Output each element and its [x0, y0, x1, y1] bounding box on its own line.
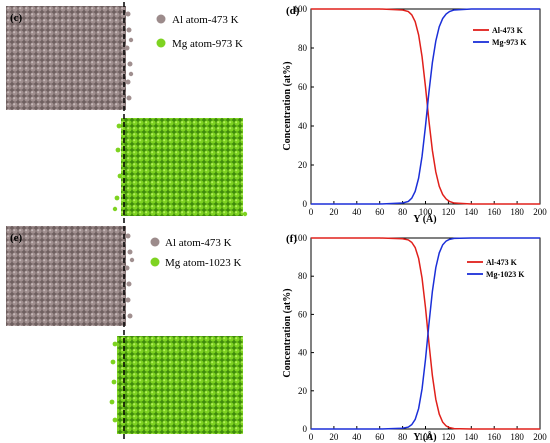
chart-d-ytick-label: 40	[298, 121, 308, 131]
chart-d-series-line-mg	[311, 8, 540, 205]
panel-c: (c) Al atom-473 K Mg atom-973 K	[6, 6, 248, 217]
chart-f-xtick-label: 200	[533, 432, 547, 442]
mg-edge-atoms-c	[112, 123, 248, 217]
chart-d-ytick-label: 100	[294, 4, 308, 14]
chart-f-legend-label: Mg-1023 K	[486, 270, 525, 279]
chart-f-xtick-label: 120	[442, 432, 456, 442]
chart-f-ytick-label: 80	[298, 271, 308, 281]
chart-f-xtick-label: 80	[398, 432, 408, 442]
chart-d-xtick-label: 80	[398, 207, 408, 217]
legend-e: Al atom-473 K Mg atom-1023 K	[150, 237, 241, 269]
legend-al-marker-c	[156, 14, 166, 24]
chart-d-xtick-label: 160	[487, 207, 501, 217]
chart-d-xtick-label: 0	[309, 207, 314, 217]
chart-d-legend-label: Mg-973 K	[492, 38, 527, 47]
chart-f-legend-label: Al-473 K	[486, 258, 518, 267]
chart-d-ylabel: Concentration (at%)	[282, 61, 293, 150]
chart-f: (f) Concentration (at%) Y (Å) 0 20 40 60 80 1…	[282, 233, 547, 443]
legend-al-label-c: Al atom-473 K	[172, 14, 239, 26]
legend-mg-marker-e	[150, 257, 160, 267]
chart-d-xtick-label: 60	[375, 207, 385, 217]
chart-d-xtick-label: 180	[510, 207, 524, 217]
chart-f-xtick-label: 140	[465, 432, 479, 442]
chart-d-series-line-al	[311, 8, 540, 205]
chart-f-ytick-label: 0	[303, 424, 308, 434]
chart-f-xtick-label: 0	[309, 432, 314, 442]
chart-d: (d) Concentration (at%) Y (Å) 0 20 40 60 80 1…	[282, 4, 547, 225]
al-edge-atoms-c	[124, 11, 134, 101]
chart-f-series-line-al	[311, 237, 540, 430]
chart-d-ytick-label: 60	[298, 82, 308, 92]
legend-mg-marker-c	[156, 38, 166, 48]
chart-f-xtick-label: 60	[375, 432, 385, 442]
al-edge-atoms-e	[124, 233, 135, 319]
chart-f-xtick-label: 100	[419, 432, 433, 442]
mg-edge-atoms-e	[109, 341, 118, 423]
chart-f-ytick-label: 40	[298, 348, 308, 358]
chart-f-ytick-label: 60	[298, 309, 308, 319]
panel-label-c: (c)	[10, 12, 23, 24]
chart-d-xtick-label: 100	[419, 207, 433, 217]
chart-f-ytick-label: 20	[298, 386, 308, 396]
chart-d-xtick-label: 20	[329, 207, 339, 217]
legend-al-marker-e	[150, 237, 160, 247]
chart-f-series-line-mg	[311, 237, 540, 430]
chart-f-xtick-label: 40	[352, 432, 362, 442]
chart-d-panel-label: (d)	[286, 5, 300, 17]
chart-f-ylabel: Concentration (at%)	[282, 288, 293, 377]
chart-d-ytick-label: 0	[303, 199, 308, 209]
legend-mg-label-e: Mg atom-1023 K	[165, 257, 241, 269]
mg-slab-e	[117, 336, 243, 434]
chart-f-xlabel: Y (Å)	[413, 431, 436, 443]
mg-slab-c	[121, 118, 243, 216]
al-slab-c	[6, 6, 126, 110]
panel-label-e: (e)	[10, 232, 23, 244]
legend-mg-label-c: Mg atom-973 K	[172, 38, 243, 50]
chart-f-xtick-label: 20	[329, 432, 339, 442]
chart-d-xtick-label: 200	[533, 207, 547, 217]
chart-f-xtick-label: 180	[510, 432, 524, 442]
chart-d-xtick-label: 40	[352, 207, 362, 217]
chart-d-legend-label: Al-473 K	[492, 26, 524, 35]
al-slab-e	[6, 226, 126, 326]
chart-f-ytick-label: 100	[294, 233, 308, 243]
chart-d-xlabel: Y (Å)	[413, 213, 436, 225]
chart-f-panel-label: (f)	[286, 233, 297, 245]
chart-d-xtick-label: 140	[465, 207, 479, 217]
panel-e: (e) Al atom-473 K Mg atom-1023 K	[6, 226, 243, 434]
chart-d-ytick-label: 80	[298, 43, 308, 53]
chart-d-xtick-label: 120	[442, 207, 456, 217]
chart-f-xtick-label: 160	[487, 432, 501, 442]
chart-d-ytick-label: 20	[298, 160, 308, 170]
legend-al-label-e: Al atom-473 K	[165, 237, 232, 249]
legend-c: Al atom-473 K Mg atom-973 K	[156, 14, 243, 50]
